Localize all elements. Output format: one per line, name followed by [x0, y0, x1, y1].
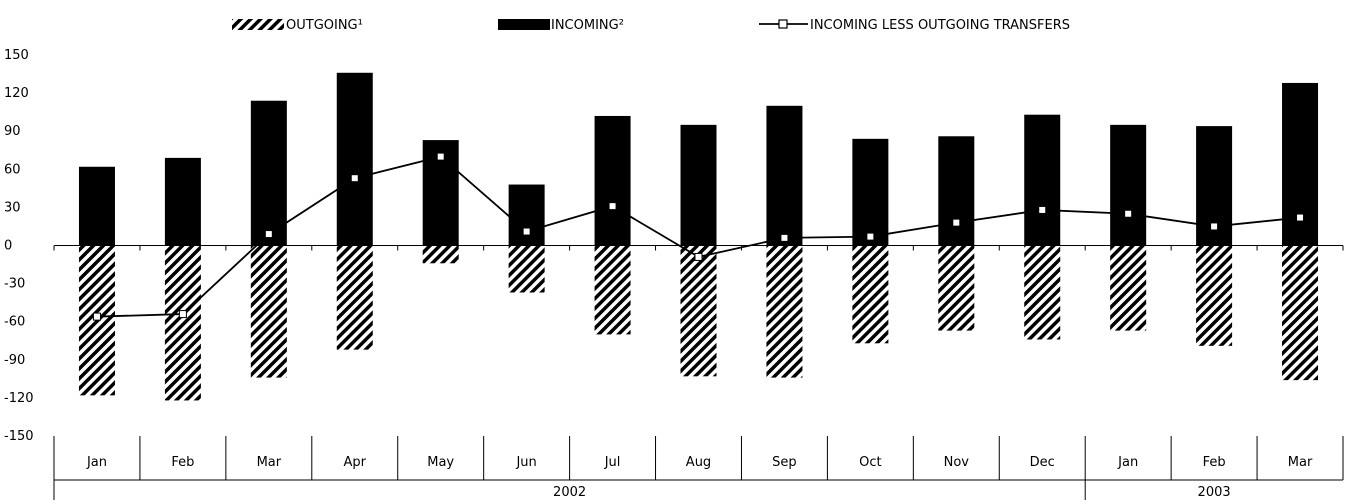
incoming-bar-11 [1024, 114, 1061, 246]
outgoing-bar-2 [250, 245, 287, 378]
outgoing-bar-10 [938, 245, 975, 331]
x-tick-label-13: Feb [1203, 455, 1226, 470]
year-label-0: 2002 [553, 485, 586, 500]
x-axis: Jan Feb Mar Apr May Jun Jul Aug Sep Oct Nov Dec Jan F… [53, 245, 1344, 500]
net-marker-10 [952, 218, 961, 227]
y-tick-label-7: -60 [4, 315, 25, 330]
net-marker-2 [264, 230, 273, 239]
outgoing-bar-12 [1110, 245, 1147, 331]
x-tick-label-10: Nov [944, 455, 970, 470]
x-tick-label-11: Dec [1030, 455, 1055, 470]
net-marker-4 [436, 152, 445, 161]
outgoing-bar-14 [1282, 245, 1319, 381]
outgoing-bar-13 [1196, 245, 1233, 346]
legend-label-outgoing: OUTGOING¹ [286, 18, 363, 33]
net-marker-1 [178, 310, 187, 319]
outgoing-bar-1 [164, 245, 201, 401]
legend-marker-net [778, 19, 788, 29]
net-line-series [92, 152, 1305, 321]
outgoing-bar-7 [680, 245, 717, 377]
net-marker-12 [1124, 209, 1133, 218]
y-axis: 150 120 90 60 30 0 -30 -60 -90 -120 -150 [4, 48, 34, 444]
incoming-bar-6 [594, 115, 631, 246]
x-tick-label-0: Jan [86, 455, 107, 470]
incoming-bar-3 [336, 72, 373, 246]
x-tick-label-12: Jan [1117, 455, 1138, 470]
net-marker-13 [1210, 222, 1219, 231]
legend-swatch-incoming [498, 19, 550, 30]
outgoing-bar-5 [508, 245, 545, 293]
legend-label-incoming: INCOMING² [551, 18, 624, 33]
y-tick-label-10: -150 [4, 429, 34, 444]
incoming-bar-8 [766, 105, 803, 246]
x-tick-label-7: Aug [686, 455, 711, 470]
x-tick-label-14: Mar [1288, 455, 1313, 470]
net-marker-0 [92, 312, 101, 321]
y-tick-label-9: -120 [4, 391, 34, 406]
net-marker-3 [350, 174, 359, 183]
year-label-1: 2003 [1198, 485, 1231, 500]
net-marker-14 [1296, 213, 1305, 222]
net-marker-7 [694, 252, 703, 261]
x-tick-label-2: Mar [257, 455, 282, 470]
incoming-bar-2 [250, 100, 287, 246]
y-tick-label-0: 150 [4, 48, 29, 63]
incoming-bar-7 [680, 124, 717, 246]
x-tick-label-8: Sep [772, 455, 797, 470]
legend-item-outgoing: OUTGOING¹ [232, 18, 363, 33]
y-tick-label-5: 0 [4, 239, 12, 254]
net-marker-9 [866, 232, 875, 241]
legend-item-incoming: INCOMING² [498, 18, 624, 33]
legend-item-net: INCOMING LESS OUTGOING TRANSFERS [759, 18, 1070, 33]
incoming-bar-5 [508, 184, 545, 246]
outgoing-bar-3 [336, 245, 373, 350]
incoming-bar-0 [78, 166, 115, 246]
outgoing-bar-8 [766, 245, 803, 378]
legend: OUTGOING¹ INCOMING² INCOMING LESS OUTGOI… [232, 18, 1070, 33]
net-marker-5 [522, 227, 531, 236]
outgoing-bar-4 [422, 245, 459, 264]
incoming-bar-1 [164, 157, 201, 246]
outgoing-bar-6 [594, 245, 631, 335]
net-marker-6 [608, 202, 617, 211]
bars-incoming [78, 72, 1319, 246]
x-tick-label-4: May [427, 455, 454, 470]
net-marker-8 [780, 233, 789, 242]
x-tick-label-3: Apr [344, 455, 367, 470]
incoming-bar-10 [938, 136, 975, 246]
legend-swatch-outgoing [232, 19, 284, 30]
incoming-bar-9 [852, 138, 889, 246]
x-tick-label-5: Jun [515, 455, 536, 470]
y-tick-label-6: -30 [4, 277, 25, 292]
incoming-bar-12 [1110, 124, 1147, 246]
y-tick-label-4: 30 [4, 200, 21, 215]
net-marker-11 [1038, 205, 1047, 214]
x-tick-label-6: Jul [604, 455, 621, 470]
y-tick-label-3: 60 [4, 162, 21, 177]
y-tick-label-2: 90 [4, 124, 21, 139]
outgoing-bar-9 [852, 245, 889, 344]
outgoing-bar-11 [1024, 245, 1061, 340]
bars-outgoing [78, 245, 1319, 401]
x-tick-label-9: Oct [859, 455, 881, 470]
x-tick-label-1: Feb [171, 455, 194, 470]
legend-label-net: INCOMING LESS OUTGOING TRANSFERS [810, 18, 1070, 33]
y-tick-label-1: 120 [4, 86, 29, 101]
y-tick-label-8: -90 [4, 353, 25, 368]
